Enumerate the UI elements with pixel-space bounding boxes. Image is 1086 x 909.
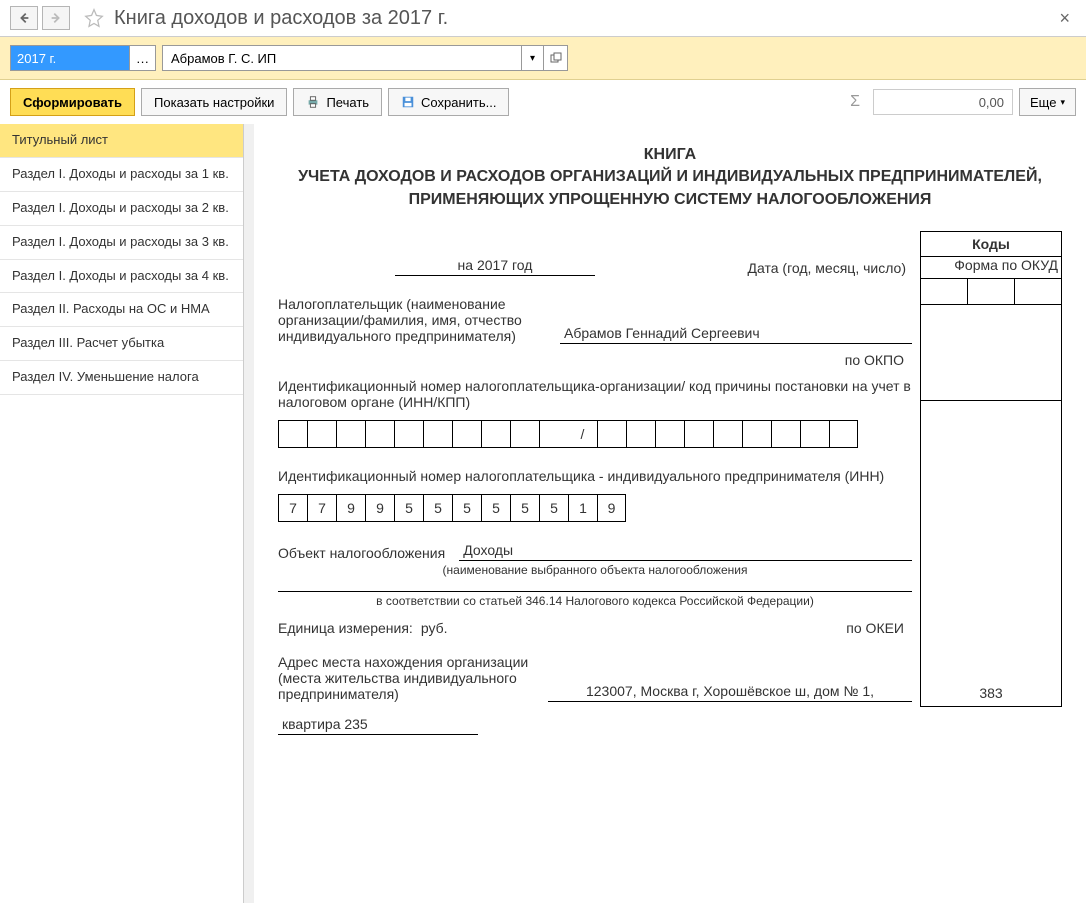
print-button[interactable]: Печать: [293, 88, 382, 116]
organization-input[interactable]: [162, 45, 522, 71]
back-button[interactable]: [10, 6, 38, 30]
inn-kpp-cell: [336, 420, 365, 448]
year-value: на 2017 год: [395, 257, 595, 276]
inn-kpp-cell: [771, 420, 800, 448]
document: КНИГА УЧЕТА ДОХОДОВ И РАСХОДОВ ОРГАНИЗАЦ…: [254, 124, 1086, 903]
taxpayer-label: Налогоплательщик (наименование организац…: [278, 296, 548, 344]
inn-kpp-cell: [278, 420, 307, 448]
inn-kpp-cell: [684, 420, 713, 448]
inn-kpp-cell: [394, 420, 423, 448]
inn-kpp-cell: [713, 420, 742, 448]
inn-kpp-grid: /: [278, 420, 912, 448]
params-bar: … ▾: [0, 37, 1086, 80]
inn-kpp-cell: [365, 420, 394, 448]
unit-value: руб.: [421, 620, 448, 636]
taxpayer-value: Абрамов Геннадий Сергеевич: [560, 325, 912, 344]
inn-cell: 9: [365, 494, 394, 522]
obj-value: Доходы: [459, 542, 912, 561]
inn-kpp-cell: [742, 420, 771, 448]
inn-kpp-cell: [829, 420, 858, 448]
obj-hint: (наименование выбранного объекта налогоо…: [278, 563, 912, 577]
inn-cell: 5: [539, 494, 568, 522]
addr-line2: квартира 235: [278, 716, 478, 735]
chevron-down-icon: ▾: [1060, 97, 1065, 108]
nav-item[interactable]: Раздел III. Расчет убытка: [0, 327, 243, 361]
inn-desc: Идентификационный номер налогоплательщик…: [278, 468, 912, 484]
addr-line1: 123007, Москва г, Хорошёвское ш, дом № 1…: [548, 683, 912, 702]
period-input[interactable]: [10, 45, 130, 71]
nav-item[interactable]: Раздел I. Доходы и расходы за 1 кв.: [0, 158, 243, 192]
inn-kpp-cell: [510, 420, 539, 448]
close-icon[interactable]: ×: [1053, 8, 1076, 29]
addr-label: Адрес места нахождения организации (мест…: [278, 654, 538, 702]
inn-kpp-cell: [307, 420, 336, 448]
okpo-label: по ОКПО: [278, 352, 912, 368]
inn-cell: 7: [278, 494, 307, 522]
inn-cell: 5: [394, 494, 423, 522]
inn-kpp-cell: [481, 420, 510, 448]
inn-kpp-cell: [452, 420, 481, 448]
forward-button[interactable]: [42, 6, 70, 30]
okud-label: Форма по ОКУД: [720, 257, 1062, 273]
sigma-icon: Σ: [843, 90, 867, 114]
toolbar: Сформировать Показать настройки Печать С…: [0, 80, 1086, 124]
more-button[interactable]: Еще ▾: [1019, 88, 1076, 116]
obj-label: Объект налогообложения: [278, 545, 445, 561]
unit-label: Единица измерения:: [278, 620, 413, 636]
show-settings-button[interactable]: Показать настройки: [141, 88, 287, 116]
inn-grid: 779955555519: [278, 494, 912, 522]
inn-kpp-desc: Идентификационный номер налогоплательщик…: [278, 378, 912, 410]
doc-heading: КНИГА УЧЕТА ДОХОДОВ И РАСХОДОВ ОРГАНИЗАЦ…: [278, 144, 1062, 211]
inn-kpp-cell: [597, 420, 626, 448]
inn-kpp-cell: [539, 420, 568, 448]
organization-dropdown-button[interactable]: ▾: [522, 45, 544, 71]
inn-cell: 1: [568, 494, 597, 522]
nav-item[interactable]: Раздел I. Доходы и расходы за 3 кв.: [0, 226, 243, 260]
inn-kpp-cell: [655, 420, 684, 448]
favorite-icon[interactable]: [80, 6, 108, 30]
nav-item[interactable]: Раздел IV. Уменьшение налога: [0, 361, 243, 395]
nav-item[interactable]: Титульный лист: [0, 124, 243, 158]
inn-cell: 5: [452, 494, 481, 522]
obj-hint2: в соответствии со статьей 346.14 Налогов…: [278, 594, 912, 608]
okei-box: 383: [920, 681, 1062, 707]
print-label: Печать: [326, 95, 369, 110]
date-box: [920, 279, 1062, 305]
inn-cell: 9: [597, 494, 626, 522]
inn-kpp-cell: [626, 420, 655, 448]
save-label: Сохранить...: [421, 95, 496, 110]
more-label: Еще: [1030, 95, 1056, 110]
period-picker-button[interactable]: …: [130, 45, 156, 71]
sum-field[interactable]: [873, 89, 1013, 115]
save-button[interactable]: Сохранить...: [388, 88, 509, 116]
okei-label: по ОКЕИ: [846, 620, 912, 636]
printer-icon: [306, 95, 320, 109]
section-nav: Титульный листРаздел I. Доходы и расходы…: [0, 124, 244, 903]
titlebar: Книга доходов и расходов за 2017 г. ×: [0, 0, 1086, 37]
inn-cell: 5: [423, 494, 452, 522]
nav-item[interactable]: Раздел I. Доходы и расходы за 2 кв.: [0, 192, 243, 226]
inn-cell: 5: [481, 494, 510, 522]
nav-item[interactable]: Раздел I. Доходы и расходы за 4 кв.: [0, 260, 243, 294]
inn-kpp-cell: [423, 420, 452, 448]
generate-button[interactable]: Сформировать: [10, 88, 135, 116]
inn-kpp-cell: [800, 420, 829, 448]
document-scroll[interactable]: КНИГА УЧЕТА ДОХОДОВ И РАСХОДОВ ОРГАНИЗАЦ…: [244, 124, 1086, 903]
inn-kpp-cell: /: [568, 420, 597, 448]
diskette-icon: [401, 95, 415, 109]
okpo-box: [920, 375, 1062, 401]
organization-open-button[interactable]: [544, 45, 568, 71]
page-title: Книга доходов и расходов за 2017 г.: [114, 7, 1053, 30]
nav-item[interactable]: Раздел II. Расходы на ОС и НМА: [0, 293, 243, 327]
inn-cell: 5: [510, 494, 539, 522]
inn-cell: 7: [307, 494, 336, 522]
inn-cell: 9: [336, 494, 365, 522]
